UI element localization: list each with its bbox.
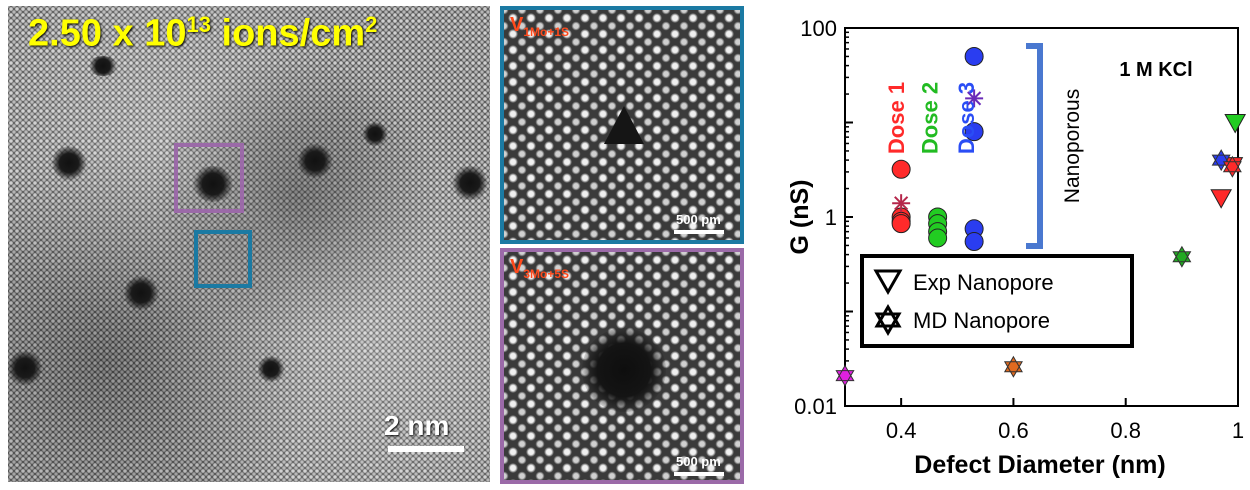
data-point-asterisk — [965, 89, 984, 108]
defect-spot — [88, 56, 118, 76]
inset-scale-bar — [674, 230, 724, 234]
inset-v3mo5s: V3Mo+5S 500 pm — [500, 248, 744, 484]
inset-scale-label: 500 pm — [676, 454, 721, 469]
data-point-star — [835, 364, 855, 387]
legend-label-md: MD Nanopore — [913, 308, 1050, 333]
dose-label-2: Dose 2 — [918, 82, 943, 154]
axis-ticks: 0.4 0.6 0.8 1 0.01 1 100 — [794, 16, 1244, 443]
purple-highlight-box — [174, 143, 244, 213]
legend-triangle-icon — [873, 269, 903, 296]
defect-spot — [52, 146, 86, 180]
y-tick-label: 100 — [800, 16, 837, 41]
x-tick-label: 0.6 — [998, 418, 1029, 443]
data-point-circle — [891, 214, 911, 234]
x-tick-label: 1 — [1232, 418, 1244, 443]
dose-label-3: Dose 3 — [954, 82, 979, 154]
inset-v1mo1s: V1Mo+1S 500 pm — [500, 6, 744, 244]
y-tick-label: 1 — [825, 205, 837, 230]
data-point-asterisk — [892, 194, 911, 213]
defect-cluster — [582, 328, 666, 412]
bracket-label: Nanoporous — [1061, 89, 1084, 203]
x-tick-label: 0.4 — [886, 418, 917, 443]
data-point-star — [1172, 245, 1192, 268]
defect-spot — [193, 166, 233, 202]
data-point-circle — [964, 232, 984, 252]
legend: Exp Nanopore MD Nanopore — [860, 254, 1134, 348]
data-point-circle — [964, 46, 984, 66]
y-tick-label: 0.01 — [794, 394, 837, 419]
data-point-star — [1003, 355, 1023, 378]
x-axis-label: Defect Diameter (nm) — [914, 451, 1165, 479]
stem-image: 2.50 x 1013 ions/cm2 2 nm — [8, 6, 490, 482]
inset-label: V3Mo+5S — [510, 256, 570, 281]
legend-box — [860, 254, 1134, 348]
inset-label: V1Mo+1S — [510, 14, 570, 39]
scale-bar — [388, 446, 464, 452]
inset-scale-label: 500 pm — [676, 212, 721, 227]
data-point-triangle — [1210, 189, 1233, 209]
x-tick-label: 0.8 — [1110, 418, 1141, 443]
inset-scale-bar — [674, 472, 724, 476]
defect-spot — [258, 356, 284, 382]
y-axis-label: G (nS) — [786, 180, 814, 255]
dose-label: 2.50 x 1013 ions/cm2 — [28, 12, 378, 55]
legend-star-icon — [874, 304, 902, 336]
data-point-star — [1222, 155, 1242, 178]
data-point-circle — [891, 159, 911, 179]
nanoporous-bracket — [1026, 43, 1043, 249]
legend-label-exp: Exp Nanopore — [913, 270, 1054, 295]
dose-labels: Dose 1 Dose 2 Dose 3 — [884, 82, 979, 154]
defect-triangle — [604, 106, 644, 144]
defect-spot — [298, 144, 332, 178]
data-point-circle — [964, 122, 984, 142]
defect-spot — [363, 122, 387, 146]
defect-spot — [453, 166, 487, 200]
data-point-triangle — [1224, 114, 1247, 134]
scale-bar-label: 2 nm — [384, 410, 450, 441]
data-point-circle — [928, 228, 948, 248]
annotation-kcl: 1 M KCl — [1119, 59, 1192, 81]
blue-highlight-box — [194, 230, 252, 288]
data-marks — [835, 46, 1247, 387]
dose-label-1: Dose 1 — [884, 82, 909, 154]
defect-spot — [8, 351, 42, 385]
defect-spot — [124, 276, 158, 310]
